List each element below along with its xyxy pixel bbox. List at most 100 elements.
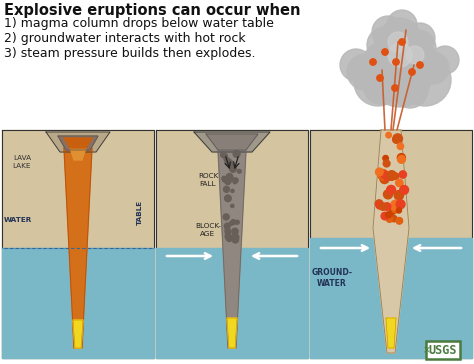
Circle shape [405,23,435,53]
Circle shape [399,171,407,178]
Circle shape [392,72,428,108]
Circle shape [232,237,238,243]
Circle shape [368,43,432,107]
Circle shape [386,216,392,222]
Circle shape [391,215,397,222]
Circle shape [222,176,226,181]
Polygon shape [227,318,237,348]
Circle shape [237,170,241,173]
Polygon shape [206,134,258,150]
Circle shape [388,43,412,67]
Circle shape [224,157,228,161]
Circle shape [380,18,420,58]
Text: ×: × [423,345,431,355]
Circle shape [392,205,400,213]
Circle shape [233,166,236,169]
Circle shape [387,185,396,194]
Circle shape [388,32,408,52]
Text: 1) magma column drops below water table: 1) magma column drops below water table [4,17,274,30]
Circle shape [383,203,391,210]
Text: WATER: WATER [4,217,32,223]
Circle shape [233,150,240,157]
Circle shape [226,233,230,237]
Circle shape [229,222,233,225]
Circle shape [393,134,402,143]
Circle shape [394,190,403,200]
Circle shape [379,203,387,210]
Circle shape [340,49,372,81]
Circle shape [225,231,230,236]
Circle shape [226,236,232,241]
Circle shape [228,176,233,181]
Circle shape [233,178,238,183]
Text: LAVA
LAKE: LAVA LAKE [13,155,31,169]
Polygon shape [386,318,396,348]
Circle shape [226,223,229,227]
Polygon shape [58,136,98,150]
Circle shape [378,170,388,180]
Circle shape [409,69,415,75]
Circle shape [384,173,391,181]
Polygon shape [156,248,308,358]
Circle shape [225,195,231,202]
Circle shape [231,204,234,207]
Circle shape [375,168,383,176]
Circle shape [392,136,400,143]
Circle shape [396,217,402,224]
Circle shape [383,190,392,199]
Circle shape [396,179,403,187]
Circle shape [223,186,229,192]
Circle shape [392,85,398,91]
Circle shape [229,165,237,172]
Text: Explosive eruptions can occur when: Explosive eruptions can occur when [4,3,301,18]
Text: ROCK
FALL: ROCK FALL [198,173,218,187]
Circle shape [381,212,389,220]
Circle shape [370,59,376,65]
Circle shape [386,132,392,138]
Circle shape [223,214,229,220]
Circle shape [417,62,423,68]
Circle shape [399,39,405,45]
Circle shape [392,173,399,179]
Circle shape [227,174,233,180]
Circle shape [220,152,226,158]
Circle shape [372,29,424,81]
Circle shape [377,75,383,81]
Circle shape [417,52,449,84]
Circle shape [364,72,396,104]
Circle shape [231,189,234,193]
Circle shape [391,200,401,211]
Text: GROUND-
WATER: GROUND- WATER [311,268,353,288]
Circle shape [235,220,239,224]
Circle shape [225,228,230,234]
Circle shape [397,143,403,150]
Circle shape [380,174,389,183]
Polygon shape [156,130,308,358]
Circle shape [224,223,230,229]
Circle shape [367,27,403,63]
Polygon shape [64,148,92,348]
Circle shape [397,154,405,162]
Circle shape [347,54,383,90]
Circle shape [376,202,383,209]
Circle shape [228,161,233,166]
Text: TABLE: TABLE [137,199,143,225]
Circle shape [232,228,238,234]
Circle shape [383,155,388,161]
Circle shape [400,30,436,66]
Polygon shape [310,130,472,358]
Circle shape [393,59,399,65]
Polygon shape [310,238,472,358]
Text: 3) steam pressure builds then explodes.: 3) steam pressure builds then explodes. [4,47,255,60]
Circle shape [406,46,424,64]
Circle shape [399,54,451,106]
Circle shape [225,233,231,240]
Circle shape [390,209,395,214]
Circle shape [396,208,401,213]
Circle shape [431,46,459,74]
Circle shape [233,181,237,184]
Circle shape [400,186,409,194]
Polygon shape [70,148,86,160]
Circle shape [354,58,402,106]
Polygon shape [46,132,110,152]
